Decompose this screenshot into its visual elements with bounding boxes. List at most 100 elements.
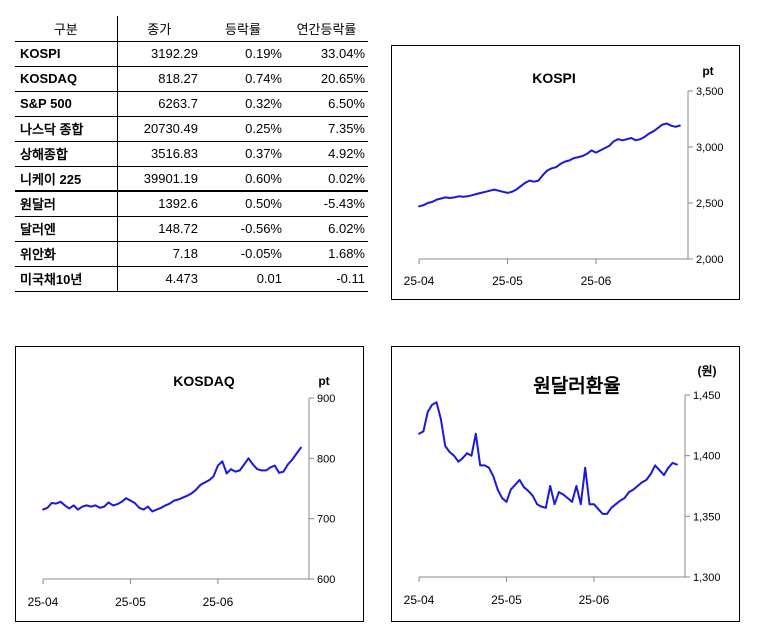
table-row: 나스닥 종합 20730.49 0.25% 7.35% (15, 116, 368, 142)
data-point (247, 457, 250, 460)
data-point (654, 464, 657, 467)
data-point (536, 503, 538, 506)
data-point (484, 190, 487, 193)
data-point (537, 179, 540, 182)
data-point (621, 139, 624, 142)
table-row: S&P 500 6263.7 0.32% 6.50% (15, 91, 368, 117)
data-point (630, 137, 633, 139)
row-change: -0.56% (201, 216, 285, 242)
data-point (527, 489, 530, 492)
unit-label: pt (702, 64, 713, 78)
data-point (63, 504, 66, 507)
data-point (295, 452, 298, 455)
data-point (562, 493, 565, 496)
data-point (151, 510, 154, 513)
kospi-chart-panel: KOSPI pt 2,000 2,500 3,000 3,500 25-04 25-05 25-… (391, 45, 740, 300)
data-point (466, 452, 469, 455)
row-change: 0.01 (201, 266, 285, 292)
data-point (619, 499, 622, 502)
y-tick-label: 1,300 (693, 572, 721, 584)
unit-label: (원) (697, 364, 716, 378)
table-row: 달러엔 148.72 -0.56% 6.02% (15, 216, 368, 242)
data-point (575, 485, 578, 487)
data-point (514, 483, 517, 486)
data-point (667, 466, 670, 469)
table-row: 위안화 7.18 -0.05% 1.68% (15, 241, 368, 267)
data-point (260, 469, 263, 472)
row-close: 20730.49 (117, 116, 201, 142)
usdkrw-chart-panel: 원달러환율 (원) 1,300 1,350 1,400 1,450 25-04 25-05 25… (391, 346, 740, 622)
table-row: KOSPI 3192.29 0.19% 33.04% (15, 41, 368, 67)
header-close: 종가 (117, 16, 201, 42)
chart-title: KOSDAQ (173, 373, 235, 389)
data-point (81, 505, 84, 508)
data-point (251, 463, 254, 466)
data-point (588, 503, 591, 506)
data-point (502, 190, 504, 193)
data-point (422, 204, 425, 207)
data-point (168, 502, 171, 505)
data-point (597, 508, 600, 510)
data-point (649, 472, 652, 475)
data-point (120, 500, 123, 503)
data-point (444, 196, 447, 199)
data-point (116, 503, 119, 506)
data-point (546, 169, 549, 172)
data-point (435, 198, 438, 201)
row-change: 0.60% (201, 166, 285, 192)
data-point (623, 497, 626, 500)
data-point (641, 481, 643, 484)
data-point (626, 138, 628, 141)
data-point (614, 503, 617, 506)
row-name: KOSPI (15, 41, 118, 67)
data-point (612, 140, 615, 143)
data-point (418, 432, 420, 435)
series-line (418, 122, 681, 208)
data-point (541, 174, 544, 176)
data-point (564, 160, 566, 163)
y-tick-label: 2,500 (696, 198, 724, 210)
y-tick-label: 600 (317, 574, 335, 586)
kosdaq-chart-panel: KOSDAQ pt 600 700 800 900 25-04 25-05 25-06 (15, 346, 364, 622)
data-point (645, 479, 648, 481)
data-point (133, 502, 136, 504)
row-change: 0.74% (201, 66, 285, 92)
data-point (461, 457, 464, 459)
data-point (595, 151, 597, 154)
data-point (559, 162, 562, 165)
data-point (643, 136, 646, 138)
data-point (431, 200, 434, 203)
header-ytd-change: 연간등락률 (285, 16, 368, 42)
data-point (550, 167, 553, 170)
data-point (177, 498, 180, 501)
data-point (199, 483, 202, 486)
x-tick-label: 25-05 (115, 595, 146, 609)
y-tick-label: 1,350 (693, 511, 721, 523)
market-summary-table: 구분 종가 등락률 연간등락률 KOSPI 3192.29 0.19% 33.0… (15, 16, 368, 292)
data-point (186, 494, 189, 497)
data-point (278, 471, 281, 474)
chart-title: KOSPI (532, 70, 576, 86)
y-tick-label: 3,000 (696, 142, 724, 154)
table-row: KOSDAQ 818.27 0.74% 20.65% (15, 66, 368, 92)
row-change: 0.32% (201, 91, 285, 117)
data-point (138, 506, 141, 509)
row-change: -0.05% (201, 241, 285, 267)
y-tick-label: 900 (317, 393, 335, 405)
row-ytd: 4.92% (285, 141, 368, 167)
y-tick-label: 1,400 (693, 451, 721, 463)
data-point (439, 418, 442, 421)
data-point (449, 197, 451, 199)
data-point (493, 188, 496, 191)
row-ytd: 33.04% (285, 41, 368, 67)
data-point (480, 192, 482, 194)
data-point (533, 180, 535, 183)
row-ytd: 0.02% (285, 166, 368, 192)
data-point (488, 189, 491, 192)
data-point (496, 488, 499, 491)
data-point (103, 505, 106, 508)
data-point (444, 445, 447, 447)
data-point (470, 454, 473, 457)
series-line (42, 446, 302, 513)
data-point (634, 139, 637, 142)
